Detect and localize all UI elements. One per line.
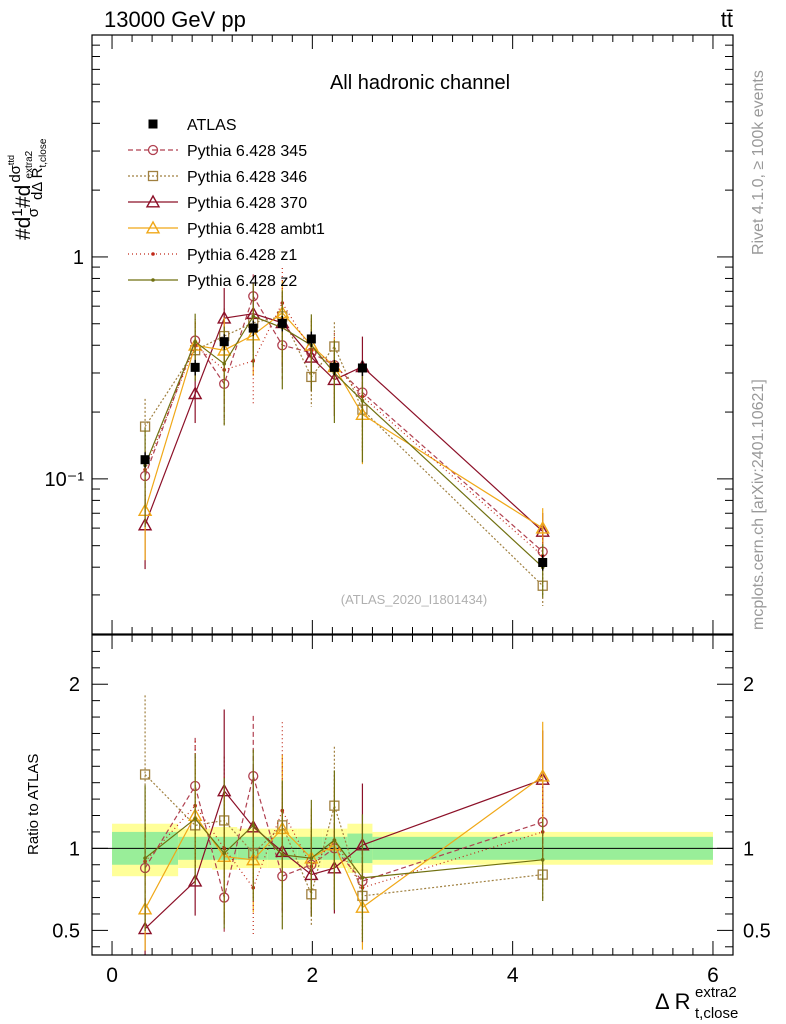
legend-marker — [151, 278, 155, 282]
series-line — [144, 301, 544, 557]
ratio-data-point — [139, 769, 151, 780]
svg-text:#d1σ#ddσttddΔ Rt,closeextra2: #d1σ#d dσttd dΔ Rt,closeextra2 — [6, 138, 49, 240]
atlas-data-point — [248, 323, 258, 333]
legend-label: ATLAS — [187, 117, 237, 134]
series-pythia-6-428-z1 — [143, 268, 545, 584]
ratio-data-point — [280, 853, 285, 857]
ratio-data-point — [360, 876, 365, 880]
legend-marker — [147, 144, 159, 156]
ratio-tick-label-right: 0.5 — [743, 920, 771, 942]
ratio-data-point — [222, 851, 227, 856]
ratio-tick-label: 1 — [69, 838, 80, 860]
analysis-id: (ATLAS_2020_I1801434) — [341, 592, 487, 607]
ratio-data-point — [540, 858, 545, 862]
data-point — [535, 520, 550, 534]
ylabel-den-sub: t,close — [38, 138, 49, 167]
data-point — [360, 398, 365, 403]
ratio-tick-label: 0.5 — [52, 920, 80, 942]
atlas-data-point — [538, 557, 548, 567]
ratio-tick-label: 2 — [69, 674, 80, 696]
legend-label: Pythia 6.428 z2 — [187, 273, 297, 290]
ratio-data-point — [193, 816, 197, 821]
series-line — [144, 312, 544, 529]
ratio-series-pythia-6-428-z2 — [143, 749, 545, 942]
series-pythia-6-428-346 — [139, 288, 548, 607]
legend-marker — [151, 252, 155, 256]
legend-item-pythia-6-428-370: Pythia 6.428 370 — [128, 194, 307, 212]
legend-label: Pythia 6.428 345 — [187, 143, 307, 160]
atlas-data-point — [277, 318, 287, 328]
x-tick-label: 0 — [106, 964, 118, 987]
atlas-data-point — [140, 455, 150, 465]
data-point — [187, 386, 203, 400]
series-pythia-6-428-370 — [137, 287, 550, 570]
ratio-tick-label-right: 2 — [743, 674, 754, 696]
rivet-version-label: Rivet 4.1.0, ≥ 100k events — [750, 70, 767, 255]
ylabel-num-sup: ttd — [6, 155, 16, 165]
ylabel-den: dΔ R — [29, 167, 46, 200]
legend-item-pythia-6-428-z1: Pythia 6.428 z1 — [128, 247, 297, 264]
series-pythia-6-428-345 — [139, 274, 548, 570]
atlas-data-point — [306, 334, 316, 344]
series-line — [144, 315, 544, 587]
ratio-data-point — [143, 856, 147, 860]
y-tick-label: 1 — [73, 247, 84, 269]
y-axis-label: #d1σ#d dσttd dΔ Rt,closeextra2 — [6, 138, 49, 240]
ratio-data-point — [332, 838, 337, 842]
ratio-data-point — [251, 823, 256, 828]
legend-label: Pythia 6.428 z1 — [187, 247, 297, 264]
ratio-tick-label-right: 1 — [743, 838, 754, 860]
ylabel-sigma: σ — [25, 207, 42, 217]
legend-marker — [147, 170, 159, 182]
y-tick-label: 10⁻¹ — [45, 469, 85, 491]
ylabel-prefix: #d — [12, 217, 35, 240]
ratio-data-point — [187, 873, 203, 887]
legend-item-pythia-6-428-ambt1: Pythia 6.428 ambt1 — [128, 220, 325, 238]
atlas-data-point — [219, 337, 229, 347]
ylabel-num: dσ — [7, 164, 24, 182]
x-tick-label: 6 — [707, 964, 719, 987]
legend-item-pythia-6-428-345: Pythia 6.428 345 — [128, 143, 307, 160]
series-atlas — [140, 315, 548, 571]
process-label: tt̄ — [721, 7, 733, 32]
ylabel-one: 1 — [9, 208, 26, 216]
mcplots-label: mcplots.cern.ch [arXiv:2401.10621] — [750, 379, 767, 630]
legend-label: Pythia 6.428 ambt1 — [187, 221, 325, 238]
legend-item-pythia-6-428-z2: Pythia 6.428 z2 — [128, 273, 297, 290]
ratio-frame — [91, 634, 734, 956]
atlas-data-point — [329, 362, 339, 372]
legend-label: Pythia 6.428 346 — [187, 169, 307, 186]
legend-marker — [145, 220, 161, 234]
energy-label: 13000 GeV pp — [104, 7, 246, 32]
svg-text:Δ R: Δ R — [655, 989, 690, 1014]
xlabel-sup: extra2 — [695, 984, 737, 1001]
chart-title: All hadronic channel — [330, 72, 510, 94]
ratio-y-label: Ratio to ATLAS — [25, 754, 42, 855]
xlabel-sub: t,close — [695, 1005, 738, 1022]
legend-marker — [145, 194, 161, 208]
legend-label: Pythia 6.428 370 — [187, 195, 307, 212]
legend-marker — [148, 119, 158, 129]
atlas-data-point — [357, 363, 367, 373]
ylabel-den-sup: extra2 — [24, 150, 35, 178]
x-axis-label: Δ R extra2 t,close — [655, 984, 738, 1022]
x-tick-label: 4 — [507, 964, 519, 987]
data-point — [251, 314, 256, 319]
x-tick-label: 2 — [307, 964, 319, 987]
ratio-series-pythia-6-428-346 — [139, 695, 548, 935]
ratio-data-point — [309, 856, 314, 860]
atlas-data-point — [190, 362, 200, 372]
legend-item-pythia-6-428-346: Pythia 6.428 346 — [128, 169, 307, 186]
series-pythia-6-428-z2 — [143, 283, 545, 598]
series-pythia-6-428-ambt1 — [137, 280, 550, 561]
series-line — [144, 294, 544, 553]
ratio-series-line — [144, 804, 543, 889]
ratio-data-point — [535, 768, 550, 782]
ylabel-mid: #d — [12, 185, 35, 208]
xlabel-main: Δ R — [655, 989, 690, 1014]
legend-item-atlas: ATLAS — [148, 117, 237, 134]
data-point — [222, 361, 227, 366]
data-point — [193, 339, 197, 344]
